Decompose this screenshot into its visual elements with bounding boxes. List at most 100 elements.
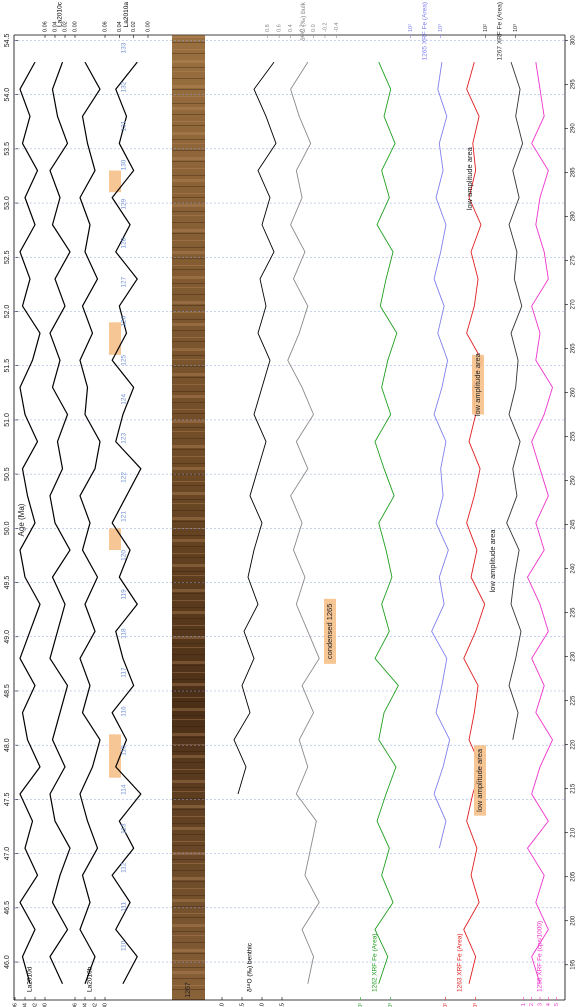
age-tick-label: 49.5 [4, 576, 11, 590]
depth-tick-label: 205 [571, 871, 577, 882]
core-stripe [172, 575, 205, 576]
series-line [79, 61, 101, 984]
core-stripe [172, 377, 205, 378]
cycle-number: 132 [121, 81, 128, 92]
series-tick-label: 10² [408, 24, 414, 32]
core-stripe [172, 305, 205, 306]
annotation-box [324, 598, 336, 664]
core-stripe [172, 960, 205, 961]
core-stripe [172, 467, 205, 470]
series-line [506, 61, 524, 740]
core-stripe [172, 125, 205, 126]
series-tick-label: 0.6 [277, 24, 283, 32]
core-stripe [172, 193, 205, 194]
series-tick-label: 10² [443, 1003, 449, 1007]
core-stripe [172, 683, 205, 686]
cycle-number: 126 [121, 315, 128, 326]
age-tick-label: 46.0 [4, 955, 11, 969]
age-tick-label: 48.5 [4, 684, 11, 698]
cycle-number: 125 [121, 354, 128, 365]
core-stripe [172, 600, 205, 601]
core-stripe [172, 276, 205, 279]
core-stripe [172, 888, 205, 889]
core-stripe [172, 816, 205, 817]
depth-tick-label: 265 [571, 343, 577, 354]
core-stripe [172, 661, 205, 664]
cycle-number: 127 [121, 276, 128, 287]
core-stripe [172, 841, 205, 842]
series-tick-label: 0.06 [72, 1003, 78, 1007]
highlight-span [109, 734, 121, 778]
core-stripe [172, 384, 205, 385]
series-line [111, 61, 142, 985]
cycle-number: 123 [121, 433, 128, 444]
core-stripe [172, 798, 205, 799]
core-stripe [172, 78, 205, 79]
core-stripe [172, 402, 205, 403]
series-name: 1263 XRF Fe (Area) [457, 933, 464, 992]
series-tick-label: 4 [546, 1003, 552, 1006]
series-tick-label: 10² [483, 24, 489, 32]
core-stripe [172, 258, 205, 259]
core-stripe [172, 942, 205, 943]
core-stripe [172, 881, 205, 882]
cycle-number: 122 [121, 472, 128, 483]
series-tick-label: 0.8 [265, 24, 271, 32]
core-stripe [172, 431, 205, 432]
core-stripe [172, 114, 205, 115]
depth-tick-label: 240 [571, 563, 577, 574]
core-stripe [172, 287, 205, 288]
series-tick-label: 0.0 [311, 24, 317, 32]
core-stripe [172, 787, 205, 788]
age-tick-label: 52.0 [4, 305, 11, 319]
core-stripe [172, 312, 205, 313]
core-stripe [172, 967, 205, 968]
highlight-span [109, 528, 121, 551]
series-tick-label: 0.00 [102, 1003, 108, 1007]
series-tick-label: 10³ [513, 24, 519, 32]
core-stripe [172, 283, 205, 284]
core-stripe [172, 762, 205, 763]
series-line [527, 62, 553, 984]
age-tick-label: 47.0 [4, 847, 11, 861]
core-stripe [172, 791, 205, 792]
core-stripe [172, 535, 205, 536]
core-stripe [172, 265, 205, 266]
series-name: 1258 XRF Fe (cps/1000) [537, 921, 544, 992]
age-tick-label: 51.0 [4, 413, 11, 427]
core-stripe [172, 672, 205, 673]
series-name: 1262 XRF Fe (Area) [372, 933, 379, 992]
highlight-span [109, 170, 121, 193]
core-stripe [172, 319, 205, 320]
core-stripe [172, 629, 205, 630]
core-stripe [172, 870, 205, 871]
core-stripe [172, 330, 205, 331]
depth-tick-label: 280 [571, 211, 577, 222]
core-stripe [172, 355, 205, 356]
core-stripe [172, 715, 205, 716]
cycle-number: 130 [121, 159, 128, 170]
core-stripe [172, 809, 205, 810]
core-image [172, 35, 205, 1000]
core-stripe [172, 456, 205, 457]
series-line [19, 61, 41, 984]
core-stripe [172, 917, 205, 918]
core-stripe [172, 139, 205, 140]
series-name: δ¹⁸O (‰) benthic [247, 942, 254, 992]
series-line [431, 62, 451, 849]
series-name: La2010c [57, 1, 64, 27]
core-stripe [172, 726, 205, 727]
core-stripe [172, 978, 205, 979]
core-stripe [172, 366, 205, 367]
depth-tick-label: 210 [571, 827, 577, 838]
core-stripe [172, 690, 205, 691]
core-stripe [172, 827, 205, 830]
core-stripe [172, 755, 205, 758]
age-tick-label: 50.5 [4, 467, 11, 481]
series-line [49, 61, 71, 984]
series-tick-label: 0.00 [42, 1003, 48, 1007]
annotation: low amplitude area [465, 146, 474, 210]
core-stripe [172, 924, 205, 927]
core-stripe [172, 337, 205, 338]
core-stripe [172, 485, 205, 486]
